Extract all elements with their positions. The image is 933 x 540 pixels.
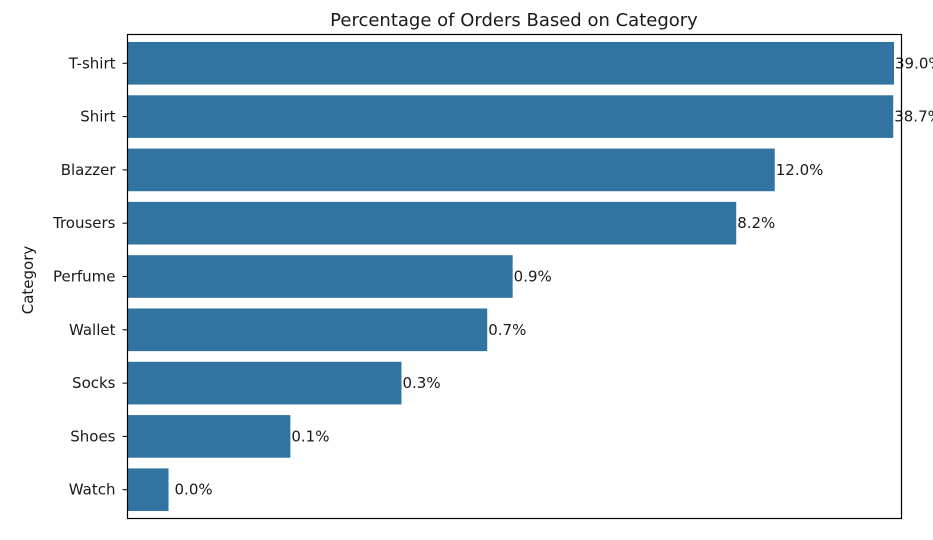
chart-title: Percentage of Orders Based on Category [330,10,698,31]
data-label: 0.1% [291,427,329,445]
bar-wallet [127,308,488,352]
y-tick-label: Blazzer [61,161,117,179]
y-axis-label: Category [19,246,37,315]
bar-trousers [127,201,737,245]
data-label: 0.0% [175,481,213,499]
y-tick-label: Watch [69,481,116,499]
plot-frame [126,33,903,520]
bar-socks [127,361,402,405]
bar-t-shirt [127,41,895,85]
data-label: 39.0% [895,54,933,72]
y-tick-label: Socks [72,374,116,392]
data-label: 8.2% [737,214,775,232]
bar-shirt [127,95,894,138]
data-label: 12.0% [776,161,824,179]
bars-group: 39.0% 38.7% 12.0% 8.2% 0.9% 0.7% 0.3% 0.1% 0.0% [127,41,933,512]
bar-perfume [127,255,513,298]
data-label: 0.3% [403,374,441,392]
data-label: 38.7% [894,108,933,126]
data-label: 0.7% [488,321,526,339]
bar-watch [127,468,169,512]
y-tick-label: Wallet [69,321,116,339]
bar-blazzer [127,148,775,192]
y-tick-label: Shirt [80,108,115,126]
y-tick-label: Shoes [70,427,115,445]
y-tick-label: Trousers [52,214,116,232]
y-tick-label: Perfume [53,268,116,286]
bar-shoes [127,415,291,458]
y-ticks-group: T-shirt Shirt Blazzer Trousers Perfume Wallet… [52,54,128,499]
y-tick-label: T-shirt [68,54,116,72]
data-label: 0.9% [514,268,552,286]
